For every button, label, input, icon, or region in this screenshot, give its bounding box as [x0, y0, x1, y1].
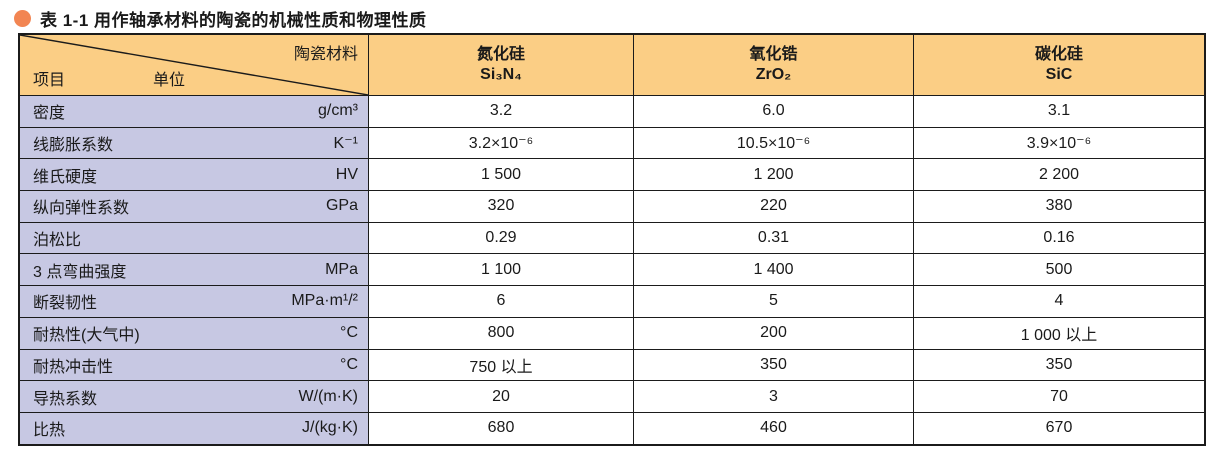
table-caption-row: 表 1-1 用作轴承材料的陶瓷的机械性质和物理性质	[0, 0, 1208, 33]
cell-value: 2 200	[913, 158, 1204, 191]
row-label: 3 点弯曲强度	[33, 263, 127, 281]
cell-value: 670	[913, 411, 1204, 444]
row-header-poisson-ratio: 泊松比	[20, 221, 368, 254]
corner-label-material: 陶瓷材料	[293, 46, 358, 63]
cell-value: 350	[633, 348, 913, 381]
row-header-thermal-shock-resistance: 耐热冲击性 °C	[20, 348, 368, 381]
cell-value: 3.1	[913, 95, 1204, 127]
cell-value: 3	[633, 380, 913, 412]
row-unit: K⁻¹	[333, 135, 358, 153]
material-formula: SiC	[1045, 66, 1073, 83]
cell-value: 500	[913, 253, 1204, 286]
row-label: 比热	[33, 422, 66, 440]
cell-value: 750 以上	[368, 348, 633, 381]
row-unit: MPa·m¹/²	[291, 292, 358, 310]
row-label: 维氏硬度	[33, 168, 98, 186]
cell-value: 1 400	[633, 253, 913, 286]
cell-value: 0.29	[368, 221, 633, 254]
row-unit: GPa	[325, 197, 358, 215]
orange-bullet-icon	[14, 10, 31, 27]
row-unit: °C	[340, 324, 358, 342]
cell-value: 3.9×10⁻⁶	[913, 126, 1204, 159]
column-header-si3n4: 氮化硅 Si₃N₄	[368, 35, 633, 95]
material-name: 氮化硅	[476, 46, 525, 63]
cell-value: 680	[368, 411, 633, 444]
cell-value: 200	[633, 316, 913, 349]
row-unit: W/(m·K)	[298, 387, 358, 405]
row-header-thermal-expansion: 线膨胀系数 K⁻¹	[20, 126, 368, 159]
cell-value: 350	[913, 348, 1204, 381]
material-formula: Si₃N₄	[480, 66, 522, 83]
row-unit: °C	[340, 355, 358, 373]
row-unit: MPa	[325, 260, 358, 278]
column-header-sic: 碳化硅 SiC	[913, 35, 1204, 95]
table-caption: 表 1-1 用作轴承材料的陶瓷的机械性质和物理性质	[40, 11, 427, 30]
row-header-vickers-hardness: 维氏硬度 HV	[20, 158, 368, 191]
diagonal-divider-line	[20, 35, 368, 95]
cell-value: 380	[913, 190, 1204, 222]
row-unit: g/cm³	[318, 102, 358, 120]
cell-value: 6.0	[633, 95, 913, 127]
cell-value: 800	[368, 316, 633, 349]
corner-label-unit: 单位	[153, 72, 186, 89]
properties-table: 陶瓷材料 项目 单位 氮化硅 Si₃N₄ 氧化锆 ZrO₂ 碳化硅 SiC 密度…	[18, 33, 1206, 446]
cell-value: 320	[368, 190, 633, 222]
material-name: 氧化锆	[749, 46, 798, 63]
row-label: 断裂韧性	[33, 295, 98, 313]
cell-value: 6	[368, 285, 633, 317]
row-header-elastic-modulus: 纵向弹性系数 GPa	[20, 190, 368, 222]
row-header-density: 密度 g/cm³	[20, 95, 368, 127]
row-unit: HV	[335, 165, 358, 183]
row-label: 泊松比	[33, 232, 82, 250]
cell-value: 1 000 以上	[913, 316, 1204, 349]
row-header-bending-strength: 3 点弯曲强度 MPa	[20, 253, 368, 286]
row-header-thermal-conductivity: 导热系数 W/(m·K)	[20, 380, 368, 412]
material-formula: ZrO₂	[755, 66, 792, 83]
cell-value: 0.16	[913, 221, 1204, 254]
cell-value: 10.5×10⁻⁶	[633, 126, 913, 159]
cell-value: 0.31	[633, 221, 913, 254]
row-header-specific-heat: 比热 J/(kg·K)	[20, 411, 368, 444]
cell-value: 3.2×10⁻⁶	[368, 126, 633, 159]
cell-value: 1 200	[633, 158, 913, 191]
diagonal-corner-cell: 陶瓷材料 项目 单位	[20, 35, 368, 95]
cell-value: 5	[633, 285, 913, 317]
row-header-fracture-toughness: 断裂韧性 MPa·m¹/²	[20, 285, 368, 317]
cell-value: 220	[633, 190, 913, 222]
corner-label-item: 项目	[33, 72, 66, 89]
row-label: 耐热性(大气中)	[33, 327, 140, 345]
cell-value: 4	[913, 285, 1204, 317]
row-label: 纵向弹性系数	[33, 200, 130, 218]
row-label: 线膨胀系数	[33, 137, 114, 155]
column-header-zro2: 氧化锆 ZrO₂	[633, 35, 913, 95]
cell-value: 20	[368, 380, 633, 412]
row-unit: J/(kg·K)	[302, 419, 358, 437]
cell-value: 1 500	[368, 158, 633, 191]
row-header-heat-resistance: 耐热性(大气中) °C	[20, 316, 368, 349]
row-label: 耐热冲击性	[33, 358, 114, 376]
material-name: 碳化硅	[1034, 46, 1083, 63]
row-label: 导热系数	[33, 390, 98, 408]
cell-value: 70	[913, 380, 1204, 412]
row-label: 密度	[33, 105, 66, 123]
cell-value: 460	[633, 411, 913, 444]
cell-value: 3.2	[368, 95, 633, 127]
cell-value: 1 100	[368, 253, 633, 286]
